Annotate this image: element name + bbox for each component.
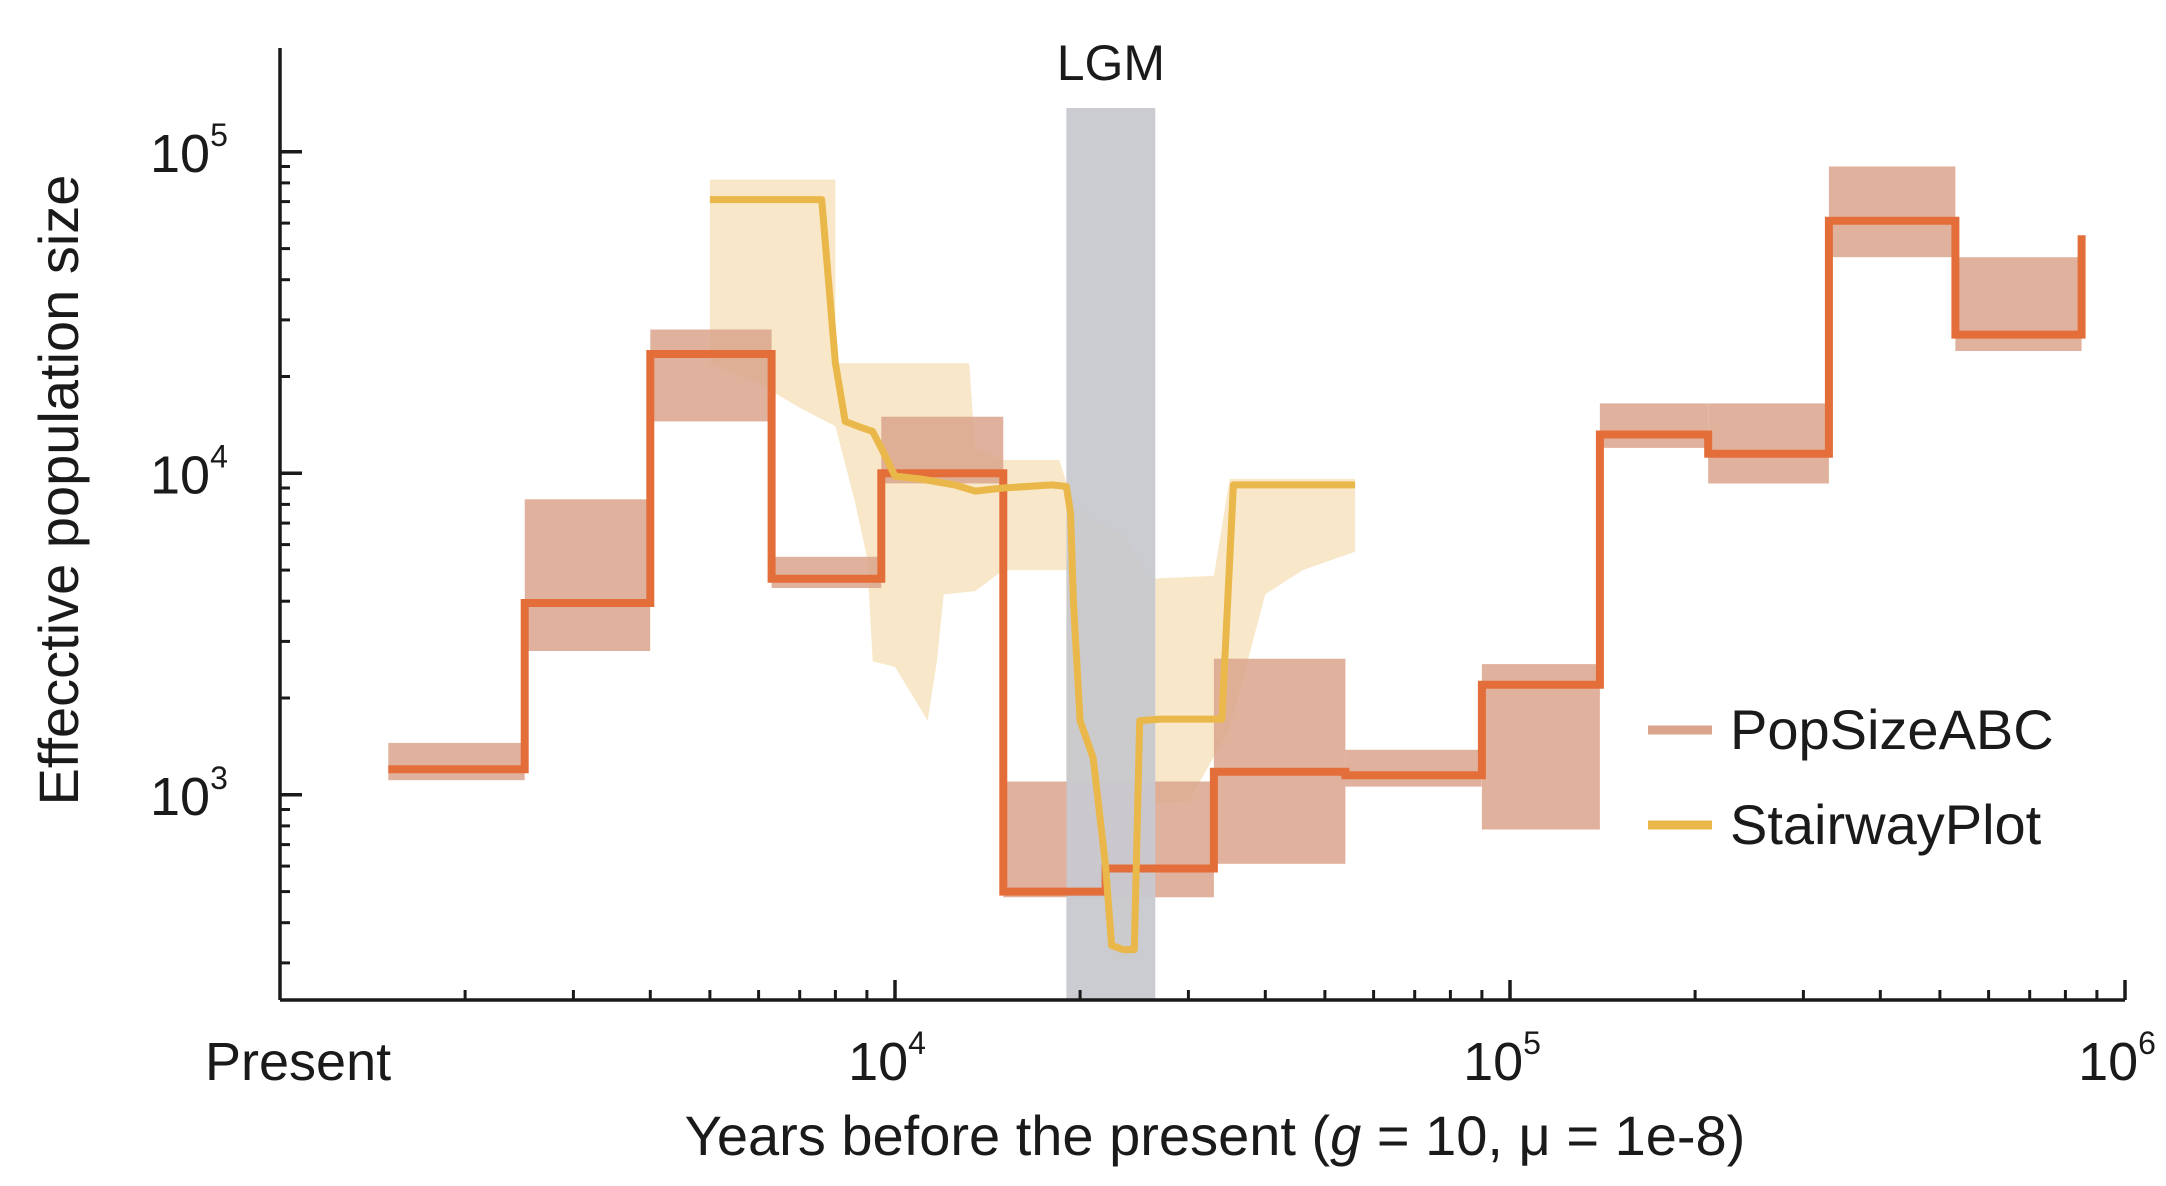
legend-label-popsizeabc: PopSizeABC	[1730, 698, 2054, 761]
popsizeabc-ci-rect-10	[1599, 403, 1709, 448]
x-tick-label: 104	[848, 1025, 926, 1092]
y-tick-label: 104	[150, 438, 228, 505]
x-tick-label: 105	[1463, 1025, 1541, 1092]
popsizeabc-ci-rect-11	[1708, 403, 1829, 484]
popsizeabc-line	[388, 216, 2086, 896]
stairwayplot-line	[709, 196, 1356, 954]
y-tick-label: 103	[150, 760, 228, 827]
x-axis-title: Years before the present (g = 10, μ = 1e…	[685, 1104, 1746, 1167]
lgm-label: LGM	[1057, 35, 1165, 91]
popsizeabc-ci-rect-8	[1345, 749, 1482, 787]
legend-label-stairwayplot: StairwayPlot	[1730, 793, 2042, 856]
stairwayplot-ci-band	[709, 179, 1356, 959]
lgm-annotation: LGM	[1057, 35, 1165, 1000]
popsizeabc-ci-rect-2	[524, 499, 651, 651]
popsizeabc-ci-rect-1	[388, 742, 525, 781]
lgm-band	[1066, 108, 1156, 1000]
popsizeabc-ci-rect-7	[1213, 658, 1346, 864]
popsizeabc-ci-rect-12	[1828, 166, 1956, 258]
popsizeabc-ci-rect-3	[650, 329, 772, 422]
popsizeabc-ci-rect-4	[771, 556, 882, 588]
lines-layer	[388, 196, 2086, 954]
y-tick-label: 105	[150, 117, 228, 184]
x-origin-label: Present	[205, 1032, 391, 1092]
y-axis-title: Effecctive population size	[27, 175, 90, 806]
popsizeabc-ci-rect-9	[1481, 664, 1600, 830]
legend: PopSizeABC StairwayPlot	[1648, 698, 2054, 856]
x-tick-label: 106	[2078, 1025, 2156, 1092]
axes: 104 105 106 Present 103 104 105 Years before th…	[27, 48, 2156, 1167]
